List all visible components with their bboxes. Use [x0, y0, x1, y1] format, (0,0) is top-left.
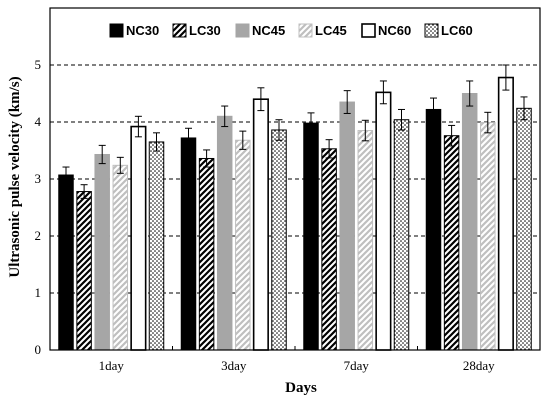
y-axis-title: Ultrasonic pulse velocity (km/s) [7, 76, 23, 277]
bars-layer [58, 64, 532, 351]
bar-lc30-3day [198, 157, 215, 351]
y-tick-label: 3 [35, 171, 42, 186]
bar-nc45-1day [94, 153, 110, 351]
bar-nc45-28day [461, 93, 478, 351]
bar-lc60-1day [148, 141, 165, 351]
legend-swatch-nc30 [109, 23, 124, 38]
y-tick-label: 1 [35, 285, 42, 300]
legend-swatch-nc45 [235, 23, 250, 38]
bar-nc60-28day [497, 76, 514, 351]
bar-lc45-1day [112, 164, 129, 351]
bar-nc45-7day [339, 101, 355, 351]
x-tick-label: 7day [344, 358, 370, 373]
bar-lc45-3day [235, 139, 251, 351]
x-tick-labels: 1day 3day 7day 28day [99, 358, 496, 373]
y-tick-labels: 0 1 2 3 4 5 [35, 57, 42, 357]
legend-swatch-lc60 [424, 23, 439, 38]
legend-swatch-nc60 [361, 23, 376, 38]
bar-nc60-7day [375, 91, 392, 351]
legend-label-lc60: LC60 [441, 23, 473, 38]
bar-nc30-7day [303, 122, 319, 351]
bar-lc45-7day [357, 130, 374, 351]
legend-swatch-lc30 [172, 23, 187, 38]
legend: NC30 LC30 NC45 LC45 NC60 LC60 [103, 20, 488, 42]
bar-nc30-3day [180, 137, 197, 351]
bar-lc45-28day [480, 122, 496, 351]
y-tick-label: 4 [35, 114, 42, 129]
bar-lc30-1day [76, 191, 92, 351]
bar-nc30-1day [58, 174, 74, 351]
legend-label-lc30: LC30 [189, 23, 221, 38]
legend-box [103, 20, 488, 42]
bar-lc30-7day [321, 148, 337, 351]
x-axis-title: Days [285, 380, 317, 396]
legend-swatch-lc45 [298, 23, 313, 38]
bar-nc60-3day [252, 98, 269, 351]
bar-nc45-3day [216, 115, 233, 351]
y-tick-label: 2 [35, 228, 42, 243]
bar-lc60-7day [393, 119, 410, 351]
bar-lc60-28day [516, 107, 532, 351]
legend-label-nc30: NC30 [126, 23, 159, 38]
legend-label-lc45: LC45 [315, 23, 347, 38]
bar-nc60-1day [130, 125, 147, 351]
y-tick-label: 0 [35, 342, 42, 357]
bar-nc30-28day [425, 108, 442, 351]
axes [49, 7, 541, 351]
legend-label-nc60: NC60 [378, 23, 411, 38]
x-tick-label: 28day [463, 358, 495, 373]
y-tick-label: 5 [35, 57, 42, 72]
bar-lc30-28day [443, 135, 460, 351]
legend-label-nc45: NC45 [252, 23, 285, 38]
x-tick-label: 3day [221, 358, 247, 373]
x-tick-label: 1day [99, 358, 125, 373]
bar-lc60-3day [271, 129, 287, 351]
